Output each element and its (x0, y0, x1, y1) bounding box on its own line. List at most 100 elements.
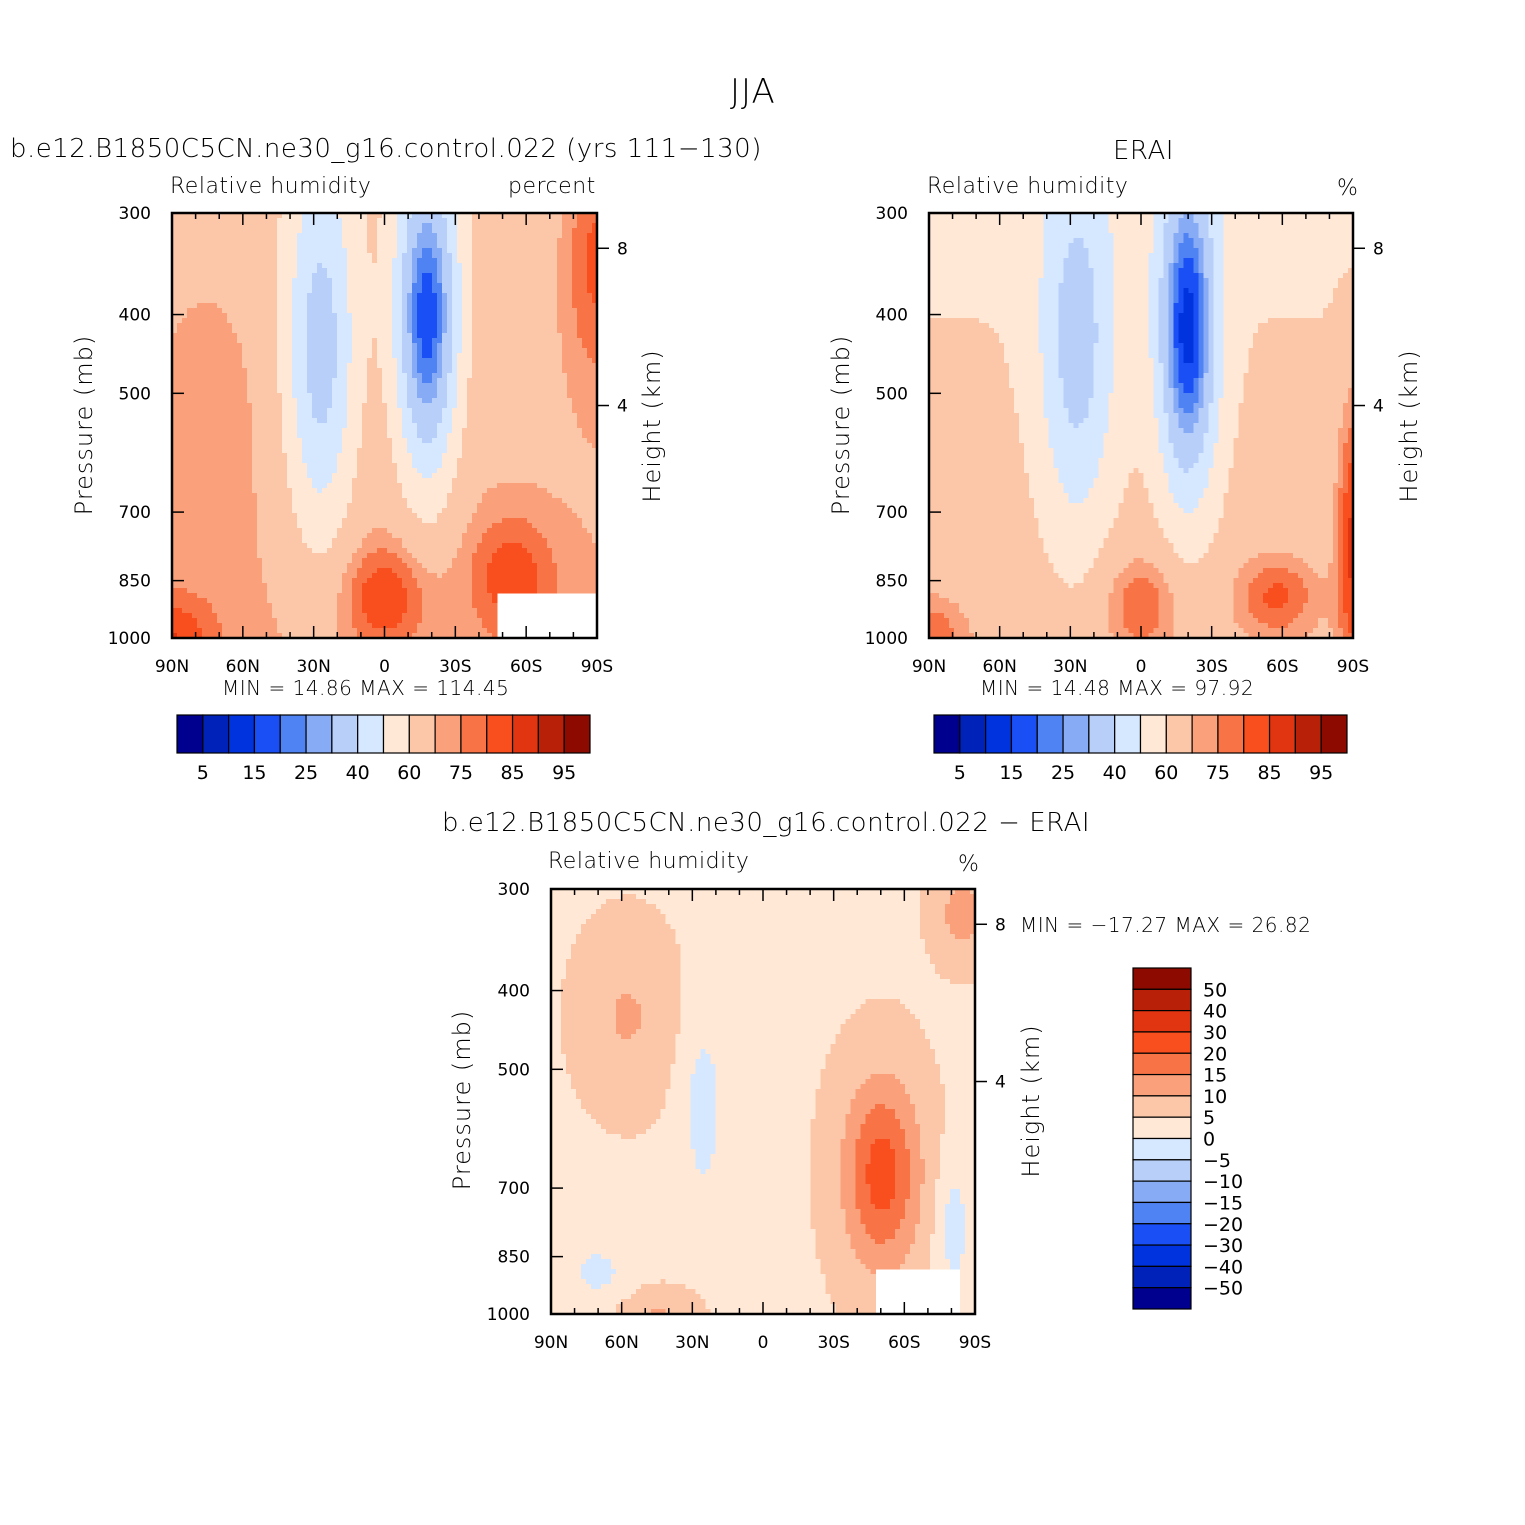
x-tick-label: 30S (439, 657, 471, 677)
panel-1-units-label: percent (508, 174, 596, 199)
colorbar-label: −50 (1203, 1278, 1243, 1300)
colorbar-box (511, 714, 539, 754)
colorbar-label: 60 (1154, 762, 1178, 784)
y-tick-label: 400 (498, 982, 530, 1002)
colorbar-box (1088, 714, 1116, 754)
colorbar-label: 10 (1203, 1086, 1227, 1108)
colorbar-box (1132, 1180, 1192, 1204)
colorbar-label: 95 (1309, 762, 1333, 784)
colorbar-box (1036, 714, 1064, 754)
colorbar-box (959, 714, 987, 754)
colorbar-box (1132, 1010, 1192, 1033)
x-tick-label: 0 (1136, 657, 1147, 677)
panel-1-colorbar: 5 15 25 40 60 75 85 95 (176, 714, 591, 784)
panel-2-contour-fill (929, 213, 1354, 639)
y-tick-label: 300 (119, 204, 151, 224)
colorbar-box (1132, 1073, 1192, 1097)
panel-1-title: b.e12.B1850C5CN.ne30_g16.control.022 (yr… (10, 134, 762, 164)
colorbar-box (1268, 714, 1296, 754)
colorbar-label: 30 (1203, 1022, 1227, 1044)
x-tick-label: 90N (534, 1333, 568, 1353)
y-tick-label: 700 (498, 1179, 530, 1199)
y-tick-label: 1000 (108, 629, 151, 649)
y-tick-label: 1000 (865, 629, 908, 649)
colorbar-label: 15 (999, 762, 1023, 784)
x-tick-label: 30N (675, 1333, 709, 1353)
colorbar-box (357, 714, 385, 754)
colorbar-label: −20 (1203, 1214, 1243, 1236)
x-tick-label: 30S (1195, 657, 1227, 677)
y-tick-label: 400 (119, 306, 151, 326)
y2-tick-label: 8 (1373, 239, 1384, 259)
colorbar-box (1165, 714, 1193, 754)
x-tick-label: 30N (296, 657, 330, 677)
panel-3-chart: 90N 60N 30N 0 30S 60S 90S300400500700850100084… (487, 880, 1243, 1353)
colorbar-label: 95 (552, 762, 576, 784)
colorbar-label: 60 (397, 762, 421, 784)
colorbar-box (1132, 1137, 1192, 1161)
colorbar-box (1132, 1159, 1192, 1182)
y-tick-label: 500 (876, 384, 908, 404)
panel-2-units-label: % (1337, 176, 1358, 201)
colorbar-label: 75 (1206, 762, 1230, 784)
colorbar-label: −40 (1203, 1256, 1243, 1278)
y2-tick-label: 4 (995, 1073, 1006, 1093)
colorbar-box (563, 714, 591, 754)
colorbar-box (253, 714, 281, 754)
colorbar-box (1132, 1052, 1192, 1076)
panel-3-title: b.e12.B1850C5CN.ne30_g16.control.022 − E… (442, 808, 1090, 838)
colorbar-label: 5 (1203, 1107, 1215, 1129)
y2-tick-label: 8 (995, 915, 1006, 935)
colorbar-label: 15 (1203, 1065, 1227, 1087)
colorbar-label: 40 (346, 762, 370, 784)
panel-2-min-max: MIN = 14.48 MAX = 97.92 (980, 676, 1254, 700)
colorbar-box (537, 714, 565, 754)
colorbar-box (1010, 714, 1038, 754)
x-tick-label: 90N (912, 657, 946, 677)
colorbar-label: −10 (1203, 1171, 1243, 1193)
figure-title: JJA (730, 72, 776, 112)
panel-3-min-max: MIN = −17.27 MAX = 26.82 (1020, 913, 1311, 937)
colorbar-box (176, 714, 204, 754)
colorbar-label: 5 (197, 762, 209, 784)
y-tick-label: 700 (876, 503, 908, 523)
colorbar-label: 25 (1051, 762, 1075, 784)
colorbar-box (1243, 714, 1271, 754)
y-tick-label: 700 (119, 503, 151, 523)
panel-1-variable-label: Relative humidity (170, 174, 371, 199)
y-tick-label: 500 (119, 384, 151, 404)
colorbar-label: −5 (1203, 1150, 1231, 1172)
x-tick-label: 30S (817, 1333, 849, 1353)
y2-tick-label: 8 (617, 239, 628, 259)
x-tick-label: 60N (226, 657, 260, 677)
colorbar-box (305, 714, 333, 754)
y-tick-label: 300 (876, 204, 908, 224)
colorbar-box (1132, 1223, 1192, 1246)
colorbar-box (1132, 988, 1192, 1012)
panel-2-title: ERAI (1113, 136, 1174, 166)
colorbar-box (1132, 1287, 1192, 1310)
colorbar-box (331, 714, 359, 754)
colorbar-label: 20 (1203, 1043, 1227, 1065)
y-tick-label: 850 (119, 572, 151, 592)
colorbar-box (408, 714, 436, 754)
colorbar-box (1132, 1095, 1192, 1118)
x-tick-label: 60S (1266, 657, 1298, 677)
colorbar-box (985, 714, 1013, 754)
panel-1-min-max: MIN = 14.86 MAX = 114.45 (222, 676, 509, 700)
colorbar-box (1320, 714, 1348, 754)
colorbar-label: −15 (1203, 1192, 1243, 1214)
colorbar-box (1132, 1265, 1192, 1289)
panel-2-variable-label: Relative humidity (927, 174, 1128, 199)
colorbar-box (1114, 714, 1142, 754)
colorbar-box (1139, 714, 1167, 754)
colorbar-box (486, 714, 514, 754)
x-tick-label: 90S (1337, 657, 1369, 677)
y-tick-label: 850 (498, 1248, 530, 1268)
panel-3-units-label: % (958, 852, 979, 877)
colorbar-label: 85 (1257, 762, 1281, 784)
panel-3-contour-fill (551, 889, 976, 1315)
colorbar-box (1217, 714, 1245, 754)
colorbar-label: 15 (242, 762, 266, 784)
